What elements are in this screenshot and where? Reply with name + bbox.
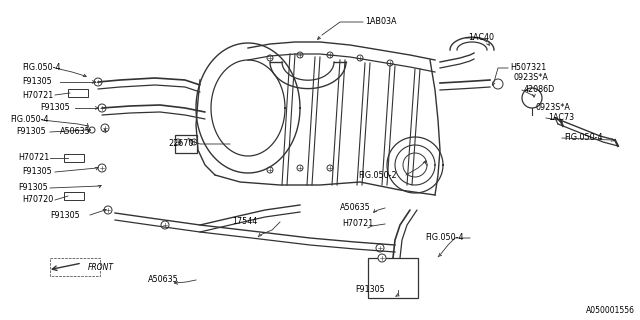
Circle shape: [387, 60, 393, 66]
Circle shape: [175, 139, 181, 145]
Text: H70721: H70721: [342, 220, 373, 228]
Text: FRONT: FRONT: [88, 263, 114, 273]
Bar: [50, 258, 100, 276]
Circle shape: [297, 52, 303, 58]
Bar: [64, 154, 84, 162]
Text: FIG.050-2: FIG.050-2: [358, 171, 397, 180]
Text: H70721: H70721: [22, 91, 53, 100]
Bar: [64, 192, 84, 200]
Text: H70721: H70721: [18, 154, 49, 163]
Text: FIG.050-4: FIG.050-4: [425, 234, 463, 243]
Text: 22670: 22670: [168, 140, 193, 148]
Text: A50635: A50635: [148, 276, 179, 284]
Bar: [175, 135, 197, 153]
Circle shape: [267, 167, 273, 173]
Bar: [68, 89, 88, 97]
Text: F91305: F91305: [16, 127, 45, 137]
Text: F91305: F91305: [355, 285, 385, 294]
Circle shape: [297, 165, 303, 171]
Circle shape: [357, 55, 363, 61]
Text: 1AB03A: 1AB03A: [365, 18, 397, 27]
Text: FIG.050-4: FIG.050-4: [10, 116, 49, 124]
Text: A50635: A50635: [340, 204, 371, 212]
Text: 1AC40: 1AC40: [468, 34, 494, 43]
Text: 42086D: 42086D: [524, 85, 556, 94]
Text: H507321: H507321: [510, 63, 547, 73]
Circle shape: [267, 55, 273, 61]
Text: H70720: H70720: [22, 196, 53, 204]
Circle shape: [378, 254, 386, 262]
Circle shape: [191, 139, 197, 145]
Circle shape: [104, 206, 112, 214]
Circle shape: [98, 164, 106, 172]
Circle shape: [376, 244, 384, 252]
Text: F91305: F91305: [40, 103, 70, 113]
Circle shape: [327, 165, 333, 171]
Circle shape: [94, 78, 102, 86]
Bar: [368, 258, 418, 298]
Circle shape: [101, 124, 109, 132]
Text: FIG.050-4: FIG.050-4: [22, 63, 61, 73]
Text: F91305: F91305: [22, 167, 52, 177]
Text: F91305: F91305: [18, 183, 48, 193]
Text: 1AC73: 1AC73: [548, 114, 574, 123]
Text: F91305: F91305: [50, 211, 80, 220]
Circle shape: [161, 221, 169, 229]
Text: FIG.050-4: FIG.050-4: [564, 133, 602, 142]
Text: 0923S*A: 0923S*A: [536, 103, 571, 113]
Text: 17544: 17544: [232, 218, 257, 227]
Circle shape: [327, 52, 333, 58]
Text: A050001556: A050001556: [586, 306, 635, 315]
Text: A50635: A50635: [60, 127, 91, 137]
Circle shape: [98, 104, 106, 112]
Text: 0923S*A: 0923S*A: [514, 74, 549, 83]
Text: F91305: F91305: [22, 77, 52, 86]
